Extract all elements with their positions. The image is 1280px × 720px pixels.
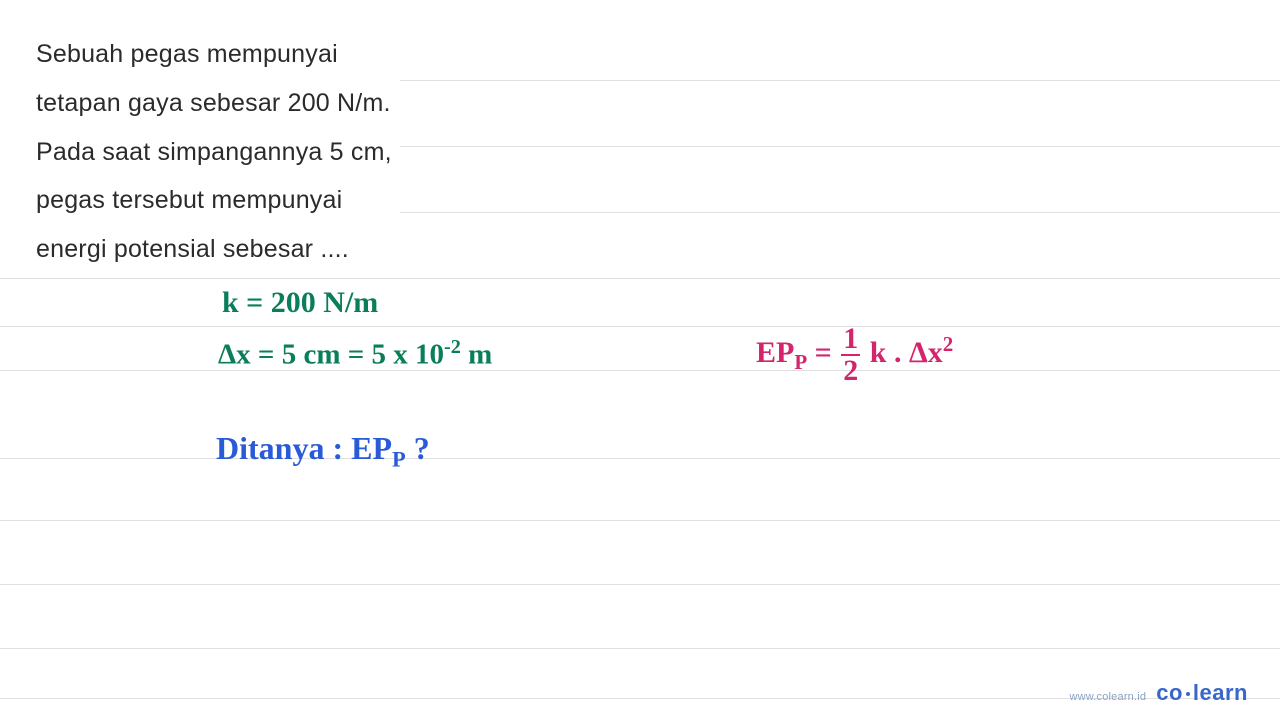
footer-logo-right: learn — [1193, 680, 1248, 705]
ruled-line — [0, 278, 1280, 279]
dot-icon — [1186, 692, 1190, 696]
ruled-line — [0, 648, 1280, 649]
page-root: Sebuah pegas mempunyai tetapan gaya sebe… — [0, 0, 1280, 720]
problem-text: Sebuah pegas mempunyai tetapan gaya sebe… — [36, 30, 396, 274]
footer-logo: colearn — [1156, 680, 1248, 706]
given-k: k = 200 N/m — [222, 286, 378, 320]
footer: www.colearn.id colearn — [1069, 680, 1248, 706]
ruled-line — [0, 520, 1280, 521]
formula-epp: EPP = 12 k . Δx2 — [756, 324, 953, 386]
ruled-line — [0, 458, 1280, 459]
given-deltax: Δx = 5 cm = 5 x 10-2 m — [218, 336, 492, 372]
ruled-line — [0, 326, 1280, 327]
footer-url: www.colearn.id — [1069, 691, 1146, 703]
ruled-line — [0, 370, 1280, 371]
footer-logo-left: co — [1156, 680, 1183, 705]
ditanya: Ditanya : EPP ? — [216, 430, 430, 472]
ruled-line — [0, 584, 1280, 585]
